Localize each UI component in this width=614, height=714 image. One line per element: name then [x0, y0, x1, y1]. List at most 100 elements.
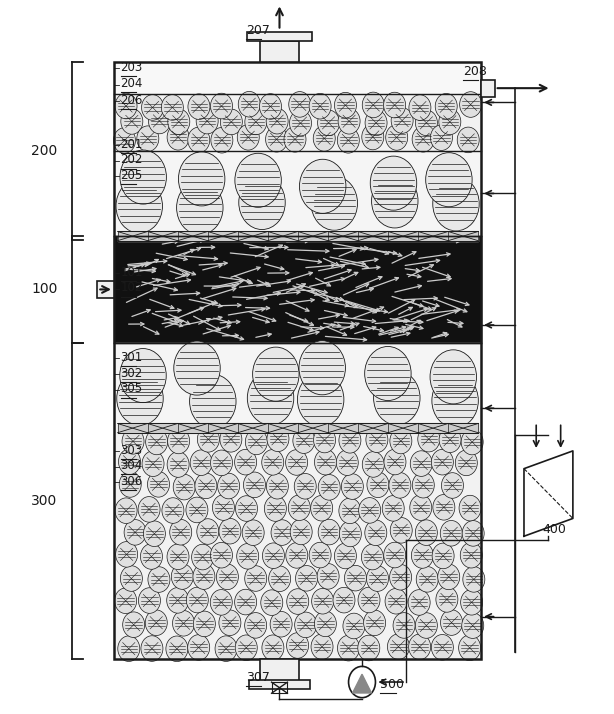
Circle shape [121, 109, 143, 134]
Circle shape [287, 633, 309, 658]
Circle shape [167, 452, 189, 478]
Circle shape [293, 428, 315, 453]
Circle shape [430, 125, 453, 151]
Circle shape [336, 450, 358, 476]
Circle shape [461, 429, 483, 455]
Circle shape [190, 374, 236, 428]
Circle shape [435, 94, 457, 119]
Circle shape [416, 110, 437, 136]
Circle shape [363, 610, 386, 635]
Circle shape [339, 428, 361, 453]
Circle shape [196, 109, 218, 134]
Circle shape [237, 124, 259, 150]
Circle shape [238, 91, 260, 117]
Circle shape [432, 373, 478, 428]
Text: 101: 101 [120, 266, 143, 278]
Circle shape [284, 126, 306, 152]
Circle shape [235, 635, 257, 660]
Circle shape [456, 450, 477, 476]
Circle shape [362, 544, 383, 570]
Circle shape [266, 109, 288, 134]
Circle shape [289, 91, 311, 117]
Circle shape [387, 634, 410, 660]
Circle shape [297, 373, 344, 426]
Circle shape [247, 371, 293, 425]
Circle shape [120, 565, 142, 591]
Circle shape [366, 427, 388, 453]
Circle shape [192, 544, 214, 570]
Circle shape [148, 567, 170, 593]
Circle shape [290, 519, 312, 545]
Circle shape [436, 587, 458, 612]
Circle shape [410, 451, 432, 476]
Circle shape [137, 126, 159, 151]
Bar [271, 682, 287, 693]
Circle shape [114, 128, 136, 154]
Circle shape [432, 635, 453, 660]
Bar [260, 41, 300, 62]
Circle shape [287, 589, 309, 614]
Circle shape [216, 564, 238, 590]
Circle shape [174, 341, 220, 395]
Text: 305: 305 [120, 383, 142, 396]
Circle shape [440, 521, 462, 546]
Circle shape [459, 496, 481, 521]
Circle shape [271, 520, 293, 545]
Circle shape [212, 495, 235, 521]
Circle shape [166, 588, 188, 613]
Circle shape [295, 612, 317, 638]
Circle shape [179, 152, 225, 206]
Text: 102: 102 [120, 281, 143, 294]
Circle shape [312, 588, 333, 614]
Circle shape [168, 109, 190, 135]
Circle shape [142, 95, 163, 120]
Text: 202: 202 [120, 154, 143, 166]
Bar [481, 80, 495, 96]
Circle shape [142, 451, 164, 476]
Circle shape [439, 427, 461, 453]
Circle shape [138, 496, 160, 522]
Circle shape [359, 498, 381, 523]
Circle shape [115, 94, 137, 119]
Text: 203: 203 [120, 61, 143, 74]
Circle shape [138, 588, 160, 613]
Circle shape [409, 95, 431, 121]
Circle shape [261, 590, 283, 615]
Circle shape [235, 496, 257, 521]
Circle shape [410, 495, 432, 521]
Circle shape [460, 590, 483, 615]
Circle shape [367, 472, 389, 498]
Text: 303: 303 [120, 443, 142, 456]
Circle shape [186, 587, 208, 613]
Circle shape [335, 543, 356, 569]
Circle shape [294, 473, 316, 499]
Circle shape [313, 126, 335, 151]
Circle shape [299, 341, 346, 395]
Text: 307: 307 [246, 671, 270, 684]
Circle shape [311, 634, 333, 660]
Circle shape [314, 427, 335, 453]
Circle shape [190, 450, 212, 476]
Circle shape [390, 428, 412, 454]
Bar [98, 281, 114, 298]
Circle shape [311, 176, 357, 230]
Circle shape [426, 153, 472, 207]
Circle shape [440, 610, 462, 635]
Circle shape [119, 449, 141, 475]
Circle shape [335, 92, 357, 118]
Bar [114, 62, 481, 659]
Circle shape [211, 94, 233, 119]
Text: 204: 204 [120, 77, 143, 90]
Circle shape [390, 565, 411, 590]
Circle shape [340, 521, 362, 547]
Circle shape [169, 519, 192, 545]
Circle shape [412, 126, 434, 152]
Circle shape [147, 471, 169, 497]
Circle shape [462, 613, 484, 638]
Circle shape [349, 666, 375, 698]
Circle shape [177, 181, 223, 235]
Circle shape [120, 150, 166, 204]
Circle shape [262, 635, 284, 660]
Circle shape [463, 567, 485, 592]
Circle shape [311, 496, 333, 521]
